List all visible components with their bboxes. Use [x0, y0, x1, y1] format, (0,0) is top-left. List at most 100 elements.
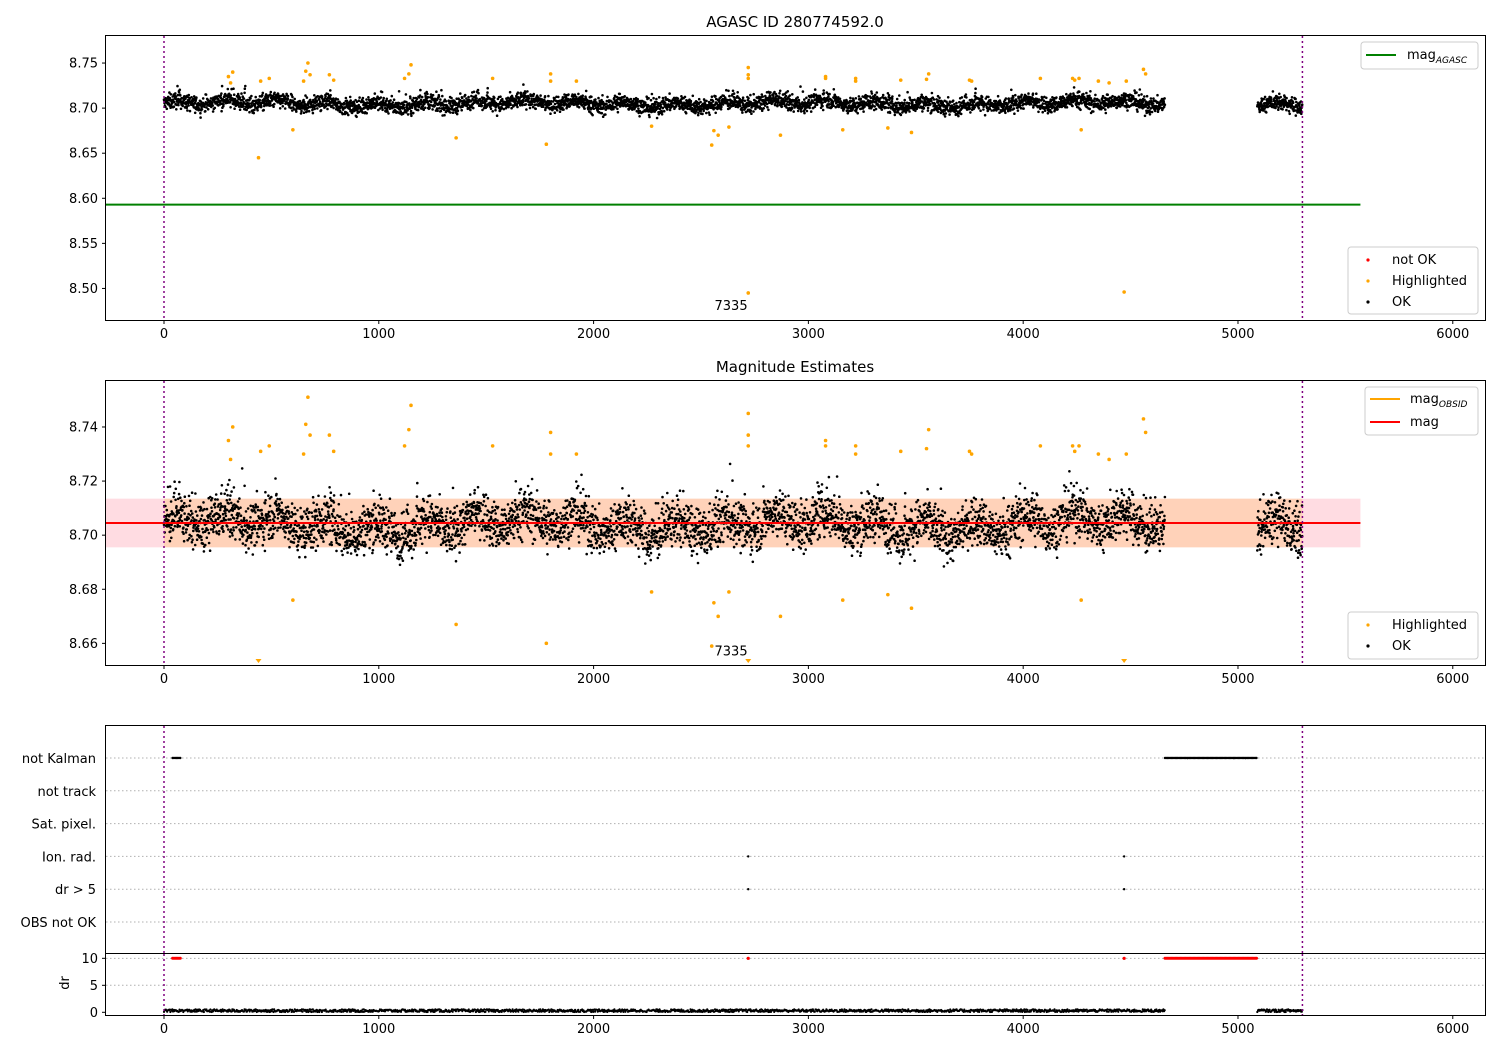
- offscale-marker: [1121, 659, 1128, 663]
- magest-xtick-label: 0: [160, 672, 168, 687]
- magest-highlighted-point: [709, 644, 714, 648]
- magest-highlighted-point: [1079, 598, 1083, 602]
- dr-ytick-label: 0: [90, 1006, 98, 1021]
- magest-highlighted-point: [303, 422, 308, 427]
- agasc-highlighted-point: [853, 76, 858, 81]
- magest-highlighted-point: [716, 614, 720, 619]
- flag-row-label: not Kalman: [22, 752, 96, 767]
- agasc-highlighted-point: [308, 72, 312, 77]
- agasc-xtick-label: 2000: [577, 327, 610, 342]
- agasc-highlighted-point: [709, 143, 714, 147]
- agasc-highlighted-point: [823, 74, 828, 79]
- agasc-xtick-label: 1000: [362, 327, 395, 342]
- agasc-highlighted-point: [544, 142, 549, 146]
- flag-row-label: not track: [37, 785, 96, 800]
- agasc-highlighted-point: [840, 127, 845, 132]
- agasc-ytick-label: 8.70: [69, 102, 98, 117]
- magest-highlighted-point: [1141, 417, 1146, 421]
- magest-xtick-label: 1000: [362, 672, 395, 687]
- agasc-highlighted-point: [649, 124, 654, 128]
- magest-highlighted-point: [1143, 430, 1148, 435]
- agasc-ytick-label: 8.55: [69, 237, 98, 252]
- dr-xtick-label: 3000: [792, 1022, 825, 1037]
- agasc-obsid-annotation: 7335: [715, 299, 748, 314]
- magest-highlighted-point: [402, 444, 407, 448]
- agasc-highlighted-point: [969, 79, 974, 83]
- agasc-highlighted-point: [853, 79, 858, 83]
- magest-highlighted-point: [649, 590, 654, 594]
- agasc-highlighted-point: [303, 69, 308, 73]
- magest-ytick-label: 8.68: [69, 583, 98, 598]
- legend-mag-label: mag: [1410, 415, 1439, 430]
- agasc-panel: AGASC ID 280774592.0 7335 0 1000 2000 3000 4…: [69, 13, 1486, 342]
- magest-highlighted-point: [1077, 444, 1081, 448]
- dr-capped-point: [746, 956, 750, 960]
- magest-highlighted-point: [746, 411, 751, 416]
- agasc-highlighted-point: [898, 78, 903, 82]
- flags-axes: not Kalman not track Sat. pixel. Ion. rad. d…: [21, 752, 97, 931]
- legend-ok-label: OK: [1392, 295, 1411, 310]
- magest-highlighted-point: [490, 444, 495, 448]
- magest-ytick-label: 8.70: [69, 529, 98, 544]
- agasc-axes: 0 1000 2000 3000 4000 5000 6000 8.50 8.55 8.60 8.6…: [69, 57, 1469, 342]
- dr-ytick-label: 10: [81, 952, 98, 967]
- agasc-highlighted-point: [409, 63, 413, 67]
- legend-ok-marker: [1366, 300, 1370, 304]
- magest-highlighted-point: [924, 446, 929, 451]
- agasc-highlighted-point: [407, 72, 411, 76]
- magest-highlighted-point: [308, 433, 312, 437]
- magest-highlighted-point: [331, 449, 336, 454]
- magest-highlighted-point: [407, 427, 411, 432]
- agasc-highlighted-point: [1143, 72, 1148, 76]
- agasc-highlighted-point: [267, 76, 272, 81]
- magest-highlighted-point: [1096, 452, 1101, 456]
- agasc-highlighted-point: [1077, 76, 1081, 81]
- agasc-highlighted-point: [327, 72, 332, 77]
- legend-ok-label-2: OK: [1392, 639, 1411, 654]
- legend-highlighted-marker-2: [1366, 623, 1370, 627]
- agasc-legend-lower: not OK Highlighted OK: [1347, 246, 1479, 315]
- magest-xtick-label: 6000: [1436, 672, 1469, 687]
- flags-axes-frame: [105, 725, 1486, 954]
- legend-mag-agasc-label: magAGASC: [1407, 48, 1468, 66]
- dr-capped-point: [1122, 956, 1126, 960]
- dr-xtick-label: 5000: [1221, 1022, 1254, 1037]
- dr-xtick-label: 4000: [1007, 1022, 1040, 1037]
- magest-ytick-label: 8.74: [69, 420, 98, 435]
- agasc-highlighted-point: [402, 76, 407, 81]
- agasc-highlighted-point: [1096, 79, 1101, 83]
- agasc-highlighted-point: [926, 72, 931, 76]
- magest-highlighted-point: [226, 438, 231, 443]
- magest-highlighted-point: [574, 452, 579, 456]
- flags-plot-area: [106, 726, 1485, 953]
- agasc-highlighted-point: [727, 125, 731, 129]
- magest-highlighted-point: [886, 592, 890, 597]
- magest-highlighted-point: [823, 444, 828, 448]
- flag-row-label: dr > 5: [55, 883, 96, 898]
- dr-xtick-label: 1000: [362, 1022, 395, 1037]
- magest-highlighted-point: [778, 614, 783, 619]
- agasc-highlighted-point: [258, 79, 263, 83]
- magest-highlighted-point: [967, 449, 972, 454]
- magest-highlighted-point: [969, 452, 974, 456]
- agasc-highlighted-point: [454, 136, 458, 140]
- dr-plot-area: [106, 954, 1485, 1015]
- agasc-highlighted-point: [886, 126, 890, 130]
- flag-row-point: [1122, 855, 1126, 858]
- magest-highlighted-point: [306, 395, 310, 400]
- agasc-highlighted-point: [574, 79, 579, 83]
- agasc-highlighted-point: [548, 79, 553, 83]
- magest-highlighted-point: [909, 606, 914, 610]
- magest-highlighted-point: [327, 433, 332, 437]
- magest-highlighted-point: [409, 403, 413, 408]
- magest-highlighted-point: [853, 452, 858, 456]
- flags-panel: not Kalman not track Sat. pixel. Ion. rad. d…: [21, 725, 1486, 1037]
- legend-not-ok-marker: [1366, 258, 1370, 262]
- magest-highlighted-point: [1107, 457, 1111, 462]
- magnitude-legend-lower: Highlighted OK: [1347, 611, 1479, 660]
- agasc-highlighted-point: [1072, 78, 1077, 82]
- dr-axis-label: dr: [58, 976, 73, 990]
- magnitude-plot-area: 7335: [106, 381, 1361, 665]
- dr-axes: 0 5 10 0 1000 2000 3000 4000 5000 6000: [81, 952, 1469, 1037]
- agasc-highlighted-point: [1107, 81, 1111, 85]
